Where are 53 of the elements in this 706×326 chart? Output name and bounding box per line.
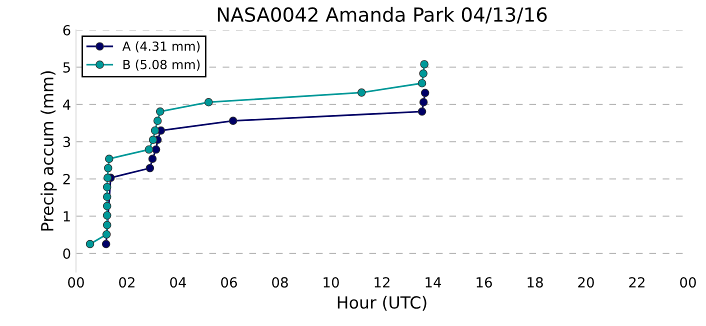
- point: [102, 240, 110, 248]
- x-tick-label: 18: [528, 277, 543, 288]
- point: [156, 107, 164, 116]
- y-tick-label: 0: [63, 248, 70, 259]
- point: [420, 88, 430, 98]
- legend-label: A (4.31 mm): [122, 41, 200, 52]
- point: [357, 88, 366, 97]
- point: [228, 116, 238, 126]
- point: [102, 230, 111, 239]
- x-tick-label: 22: [629, 277, 644, 288]
- x-tick-label: 16: [476, 277, 492, 288]
- point: [419, 98, 428, 106]
- x-tick-label: 06: [221, 277, 237, 288]
- legend-label: B (5.08 mm): [123, 60, 200, 71]
- point: [86, 240, 94, 248]
- y-tick-label: 6: [63, 24, 70, 36]
- x-tick-label: 14: [426, 277, 442, 288]
- chart-title: NASA0042 Amanda Park 04/13/16: [218, 6, 547, 24]
- point: [102, 202, 112, 210]
- point: [146, 164, 154, 172]
- point: [148, 136, 158, 144]
- x-tick-label: 00: [680, 277, 696, 288]
- point: [153, 116, 162, 126]
- point: [204, 98, 213, 106]
- point: [104, 164, 112, 172]
- x-tick-label: 12: [374, 277, 390, 288]
- y-tick-label: 4: [62, 100, 70, 110]
- x-tick-label: 00: [68, 277, 84, 288]
- x-tick-label: 10: [324, 277, 339, 288]
- point: [420, 60, 428, 68]
- point: [150, 126, 160, 135]
- point: [144, 145, 154, 154]
- y-tick-label: 3: [63, 136, 70, 148]
- point: [419, 69, 428, 78]
- point: [418, 107, 426, 116]
- point: [102, 220, 112, 230]
- point: [103, 174, 112, 182]
- x-tick-label: 08: [272, 277, 288, 288]
- x-tick-label: 20: [578, 277, 594, 288]
- y-tick-label: 5: [63, 62, 70, 73]
- y-tick-label: 1: [64, 211, 70, 222]
- x-tick-label: 04: [170, 277, 186, 288]
- x-axis-title: Hour (UTC): [338, 296, 426, 311]
- point: [102, 182, 112, 192]
- point: [418, 79, 426, 88]
- y-axis-title: Precip accum (mm): [40, 71, 57, 230]
- point: [102, 211, 112, 220]
- point: [148, 154, 157, 163]
- x-tick-label: 02: [119, 277, 134, 288]
- point: [102, 192, 112, 201]
- point: [104, 154, 114, 163]
- y-tick-label: 2: [63, 174, 70, 184]
- point: [152, 145, 160, 154]
